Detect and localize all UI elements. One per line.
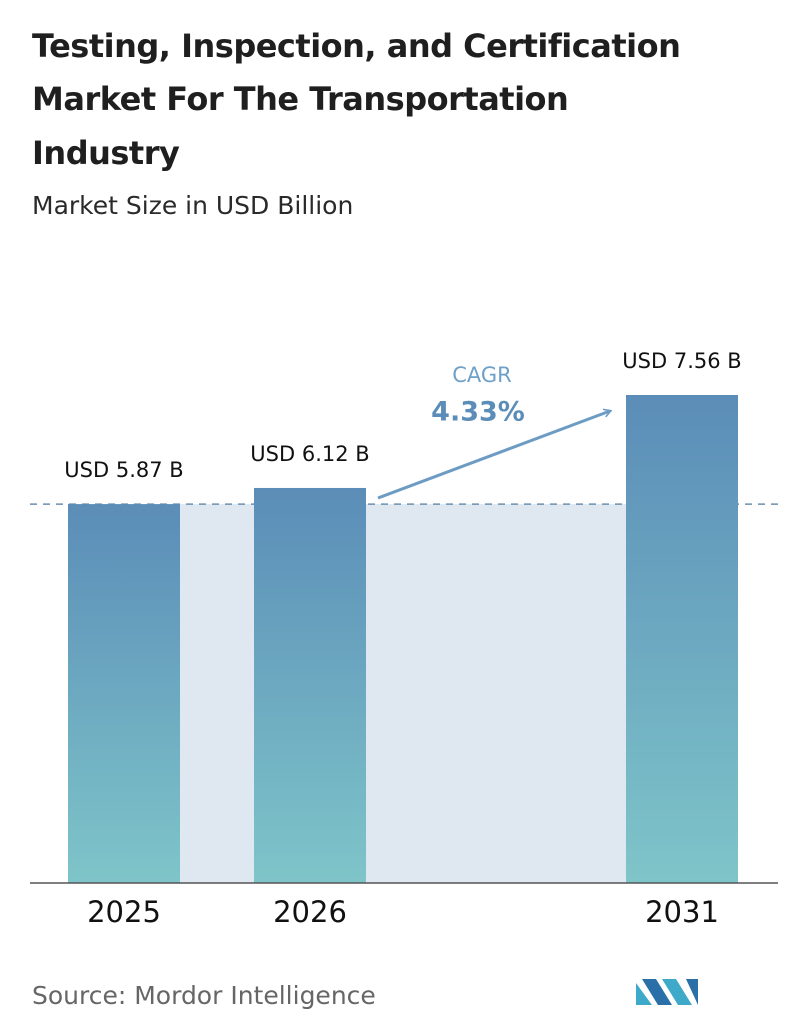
cagr-arrow (377, 408, 613, 500)
cagr-value: 4.33% (431, 397, 525, 428)
bar (254, 487, 366, 883)
x-tick-label: 2025 (87, 895, 161, 929)
value-label: USD 7.56 B (622, 349, 741, 373)
bar (68, 504, 180, 883)
title-line: Industry (32, 134, 180, 172)
plot (30, 395, 780, 883)
x-tick-label: 2026 (273, 895, 347, 929)
cagr-label: CAGR (452, 363, 512, 387)
value-label: USD 5.87 B (64, 458, 183, 482)
subtitle: Market Size in USD Billion (32, 191, 353, 220)
logo (636, 979, 698, 1005)
source: Source: Mordor Intelligence (32, 981, 376, 1010)
title-line: Market For The Transportation (32, 80, 568, 118)
shade (180, 504, 626, 883)
value-label: USD 6.12 B (250, 442, 369, 466)
title-line: Testing, Inspection, and Certification (32, 27, 680, 65)
bar (626, 395, 738, 883)
x-tick-label: 2031 (645, 895, 719, 929)
